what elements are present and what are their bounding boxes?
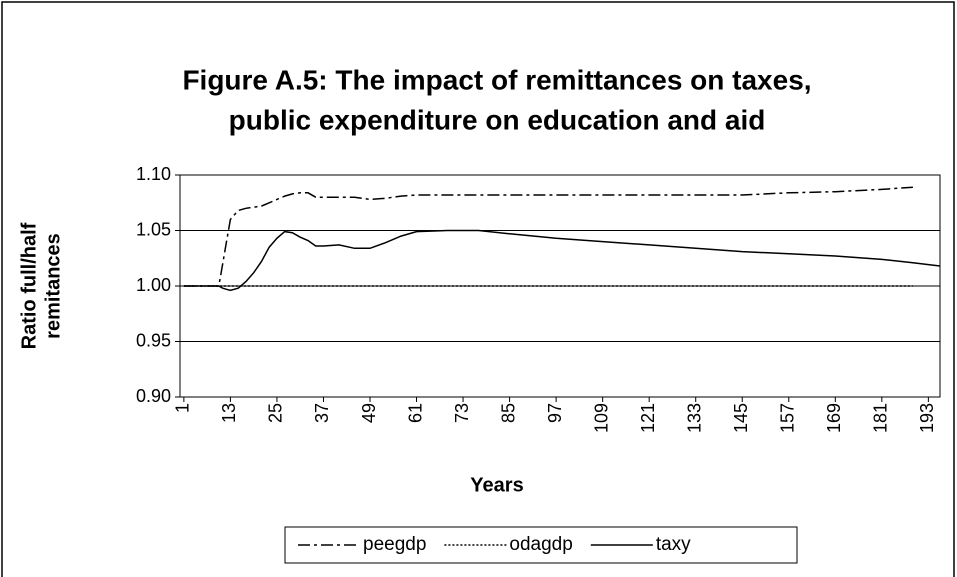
x-tick-label: 37 (312, 403, 332, 423)
x-tick-label: 121 (638, 403, 658, 433)
x-tick-label: 181 (871, 403, 891, 433)
x-tick-label: 169 (824, 403, 844, 433)
x-tick-label: 1 (173, 403, 193, 413)
chart-title: Figure A.5: The impact of remittances on… (182, 64, 811, 95)
x-tick-label: 145 (731, 403, 751, 433)
y-tick-label: 0.95 (136, 330, 171, 350)
x-tick-label: 109 (591, 403, 611, 433)
x-tick-label: 61 (405, 403, 425, 423)
x-tick-label: 97 (545, 403, 565, 423)
y-axis-title: remitances (42, 233, 64, 339)
x-tick-label: 49 (359, 403, 379, 423)
x-tick-label: 157 (778, 403, 798, 433)
x-tick-label: 13 (219, 403, 239, 423)
series-line (183, 229, 941, 292)
y-axis-title: Ratio full/half (18, 222, 40, 349)
x-tick-label: 85 (498, 403, 518, 423)
plot-area (179, 174, 941, 398)
x-tick-label: 193 (917, 403, 937, 433)
x-tick-label: 73 (452, 403, 472, 423)
legend-label: odagdp (509, 534, 572, 555)
series-line (183, 186, 913, 287)
y-tick-label: 1.05 (136, 219, 171, 239)
legend-label: peegdp (363, 534, 426, 555)
legend-label: taxy (656, 534, 691, 555)
y-tick-label: 1.10 (136, 164, 171, 184)
x-axis-title: Years (470, 474, 523, 496)
legend-box (284, 526, 798, 564)
chart-title: public expenditure on education and aid (229, 104, 766, 135)
y-tick-label: 0.90 (136, 386, 171, 406)
y-tick-label: 1.00 (136, 275, 171, 295)
x-tick-label: 25 (266, 403, 286, 423)
x-tick-label: 133 (684, 403, 704, 433)
